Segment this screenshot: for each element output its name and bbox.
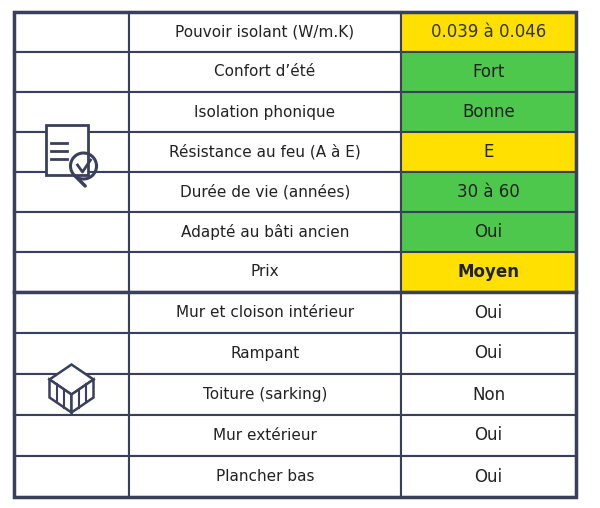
Bar bbox=[401, 132, 576, 172]
Text: 30 à 60: 30 à 60 bbox=[457, 183, 520, 201]
Polygon shape bbox=[49, 379, 71, 412]
Bar bbox=[401, 212, 576, 252]
Bar bbox=[401, 252, 576, 292]
Polygon shape bbox=[71, 379, 94, 412]
Text: Oui: Oui bbox=[475, 344, 503, 363]
Text: Toiture (sarking): Toiture (sarking) bbox=[203, 387, 327, 402]
Bar bbox=[129, 212, 401, 252]
Bar bbox=[401, 172, 576, 212]
Text: Mur et cloison intérieur: Mur et cloison intérieur bbox=[176, 305, 354, 320]
Bar bbox=[401, 374, 576, 415]
Text: Moyen: Moyen bbox=[458, 263, 520, 281]
Text: Mur extérieur: Mur extérieur bbox=[213, 428, 317, 443]
Text: Oui: Oui bbox=[475, 223, 503, 241]
Bar bbox=[129, 172, 401, 212]
Text: Adapté au bâti ancien: Adapté au bâti ancien bbox=[181, 224, 349, 240]
Bar bbox=[129, 456, 401, 497]
Bar bbox=[14, 92, 129, 132]
Text: Oui: Oui bbox=[475, 303, 503, 322]
Bar bbox=[401, 292, 576, 333]
Text: Rampant: Rampant bbox=[230, 346, 299, 361]
Text: Oui: Oui bbox=[475, 467, 503, 486]
Text: Confort d’été: Confort d’été bbox=[214, 65, 316, 79]
Text: 0.039 à 0.046: 0.039 à 0.046 bbox=[431, 23, 546, 41]
Bar bbox=[401, 333, 576, 374]
Bar bbox=[46, 125, 88, 175]
Bar bbox=[401, 456, 576, 497]
Text: Fort: Fort bbox=[472, 63, 505, 81]
Bar bbox=[14, 132, 129, 172]
Bar bbox=[14, 212, 129, 252]
Bar bbox=[401, 92, 576, 132]
Bar bbox=[129, 12, 401, 52]
Bar bbox=[129, 252, 401, 292]
Bar bbox=[129, 374, 401, 415]
Bar bbox=[129, 92, 401, 132]
Text: Isolation phonique: Isolation phonique bbox=[194, 105, 335, 119]
Bar bbox=[129, 415, 401, 456]
Bar bbox=[14, 456, 129, 497]
Bar bbox=[129, 292, 401, 333]
Bar bbox=[14, 415, 129, 456]
Text: Oui: Oui bbox=[475, 427, 503, 444]
Text: Pouvoir isolant (W/m.K): Pouvoir isolant (W/m.K) bbox=[175, 24, 355, 40]
Bar bbox=[129, 132, 401, 172]
Bar bbox=[14, 333, 129, 374]
Bar bbox=[14, 12, 129, 52]
Bar bbox=[14, 374, 129, 415]
Bar bbox=[14, 252, 129, 292]
Text: Bonne: Bonne bbox=[462, 103, 515, 121]
Bar bbox=[129, 52, 401, 92]
Bar bbox=[401, 12, 576, 52]
Text: Durée de vie (années): Durée de vie (années) bbox=[180, 184, 350, 200]
Text: Résistance au feu (A à E): Résistance au feu (A à E) bbox=[169, 144, 361, 160]
Polygon shape bbox=[49, 365, 94, 395]
Bar bbox=[14, 292, 129, 333]
Text: Non: Non bbox=[472, 386, 505, 403]
Bar bbox=[14, 52, 129, 92]
Text: E: E bbox=[484, 143, 494, 161]
Bar bbox=[401, 415, 576, 456]
Text: Prix: Prix bbox=[251, 265, 280, 279]
Bar bbox=[14, 172, 129, 212]
Bar bbox=[129, 333, 401, 374]
Bar bbox=[401, 52, 576, 92]
Text: Plancher bas: Plancher bas bbox=[216, 469, 314, 484]
